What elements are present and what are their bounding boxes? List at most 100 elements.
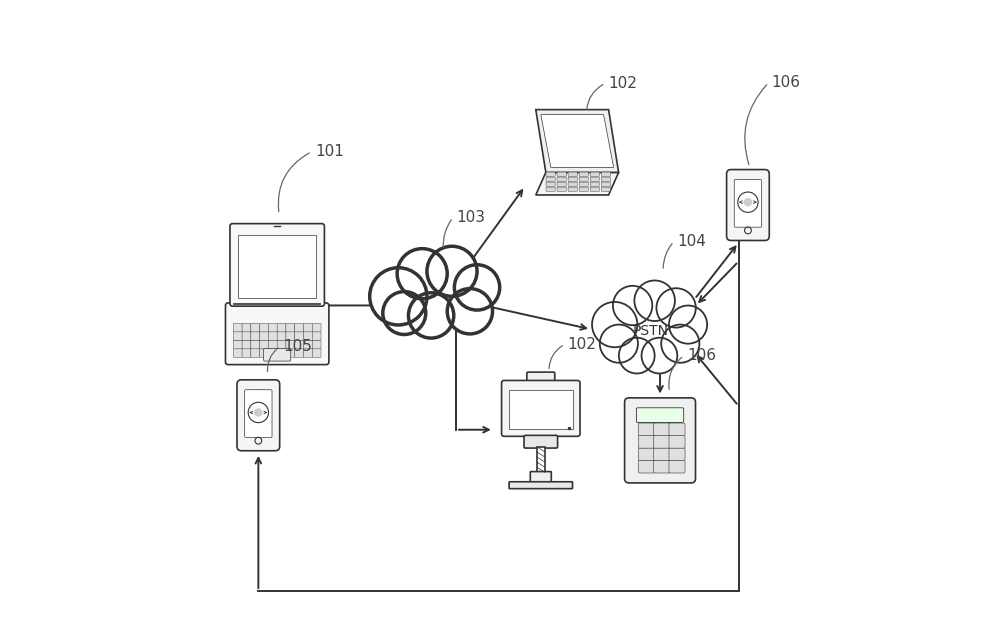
FancyBboxPatch shape: [727, 170, 769, 240]
FancyBboxPatch shape: [669, 448, 685, 460]
FancyBboxPatch shape: [295, 323, 304, 332]
Circle shape: [613, 286, 652, 325]
FancyBboxPatch shape: [303, 323, 312, 332]
Text: 106: 106: [687, 348, 716, 363]
FancyBboxPatch shape: [527, 372, 555, 387]
FancyBboxPatch shape: [260, 323, 268, 332]
FancyBboxPatch shape: [233, 340, 242, 349]
FancyBboxPatch shape: [312, 323, 321, 332]
FancyBboxPatch shape: [286, 323, 295, 332]
FancyBboxPatch shape: [277, 323, 286, 332]
FancyBboxPatch shape: [568, 182, 577, 186]
Circle shape: [661, 324, 699, 363]
Text: 106: 106: [772, 75, 801, 90]
FancyBboxPatch shape: [590, 177, 599, 181]
Text: 103: 103: [456, 210, 485, 225]
FancyBboxPatch shape: [251, 323, 260, 332]
FancyBboxPatch shape: [734, 179, 762, 227]
FancyBboxPatch shape: [590, 172, 599, 176]
FancyBboxPatch shape: [268, 332, 277, 340]
FancyBboxPatch shape: [312, 332, 321, 340]
FancyBboxPatch shape: [530, 471, 551, 483]
Circle shape: [447, 289, 493, 334]
FancyBboxPatch shape: [546, 172, 555, 176]
FancyBboxPatch shape: [237, 380, 280, 451]
FancyBboxPatch shape: [233, 332, 242, 340]
FancyBboxPatch shape: [568, 177, 577, 181]
FancyBboxPatch shape: [286, 332, 295, 340]
FancyBboxPatch shape: [260, 349, 268, 357]
FancyBboxPatch shape: [546, 187, 555, 191]
FancyBboxPatch shape: [654, 436, 670, 448]
Circle shape: [408, 293, 454, 338]
FancyBboxPatch shape: [268, 323, 277, 332]
FancyBboxPatch shape: [303, 340, 312, 349]
FancyBboxPatch shape: [590, 182, 599, 186]
FancyBboxPatch shape: [245, 390, 272, 438]
FancyBboxPatch shape: [295, 340, 304, 349]
FancyBboxPatch shape: [268, 340, 277, 349]
Circle shape: [656, 288, 696, 328]
FancyBboxPatch shape: [579, 177, 588, 181]
FancyBboxPatch shape: [312, 349, 321, 357]
FancyBboxPatch shape: [233, 323, 242, 332]
FancyBboxPatch shape: [277, 332, 286, 340]
FancyBboxPatch shape: [277, 349, 286, 357]
FancyBboxPatch shape: [654, 423, 670, 436]
FancyBboxPatch shape: [601, 172, 610, 176]
Bar: [238, 235, 316, 298]
Text: 105: 105: [283, 339, 312, 354]
Bar: [537, 447, 545, 472]
FancyBboxPatch shape: [579, 172, 588, 176]
FancyBboxPatch shape: [638, 460, 655, 473]
FancyBboxPatch shape: [601, 177, 610, 181]
FancyBboxPatch shape: [669, 423, 685, 436]
Circle shape: [427, 246, 477, 296]
FancyBboxPatch shape: [303, 332, 312, 340]
FancyBboxPatch shape: [568, 172, 577, 176]
FancyBboxPatch shape: [225, 303, 329, 364]
FancyBboxPatch shape: [579, 182, 588, 186]
FancyBboxPatch shape: [286, 340, 295, 349]
FancyBboxPatch shape: [242, 323, 251, 332]
FancyBboxPatch shape: [601, 187, 610, 191]
FancyBboxPatch shape: [295, 349, 304, 357]
Text: 104: 104: [677, 234, 706, 249]
FancyBboxPatch shape: [268, 349, 277, 357]
FancyBboxPatch shape: [601, 182, 610, 186]
FancyBboxPatch shape: [303, 349, 312, 357]
Text: 102: 102: [609, 76, 637, 91]
FancyBboxPatch shape: [277, 340, 286, 349]
FancyBboxPatch shape: [654, 460, 670, 473]
FancyBboxPatch shape: [546, 182, 555, 186]
FancyBboxPatch shape: [260, 340, 268, 349]
Polygon shape: [541, 114, 614, 167]
FancyBboxPatch shape: [568, 187, 577, 191]
FancyBboxPatch shape: [654, 448, 670, 460]
FancyBboxPatch shape: [557, 172, 566, 176]
FancyBboxPatch shape: [242, 349, 251, 357]
FancyBboxPatch shape: [590, 187, 599, 191]
FancyBboxPatch shape: [638, 448, 655, 460]
Text: 101: 101: [315, 144, 344, 159]
FancyBboxPatch shape: [636, 408, 684, 422]
Circle shape: [454, 265, 500, 310]
Circle shape: [255, 409, 262, 416]
FancyBboxPatch shape: [233, 349, 242, 357]
Circle shape: [370, 268, 427, 325]
Circle shape: [642, 338, 677, 373]
FancyBboxPatch shape: [242, 340, 251, 349]
FancyBboxPatch shape: [242, 332, 251, 340]
Circle shape: [744, 198, 751, 206]
Text: PSTN: PSTN: [632, 324, 668, 338]
FancyBboxPatch shape: [260, 332, 268, 340]
FancyBboxPatch shape: [286, 349, 295, 357]
FancyBboxPatch shape: [557, 177, 566, 181]
FancyBboxPatch shape: [509, 481, 572, 488]
FancyBboxPatch shape: [669, 460, 685, 473]
FancyBboxPatch shape: [625, 398, 696, 483]
FancyBboxPatch shape: [264, 349, 291, 361]
FancyBboxPatch shape: [230, 224, 324, 306]
Circle shape: [669, 305, 707, 343]
Circle shape: [634, 280, 675, 321]
